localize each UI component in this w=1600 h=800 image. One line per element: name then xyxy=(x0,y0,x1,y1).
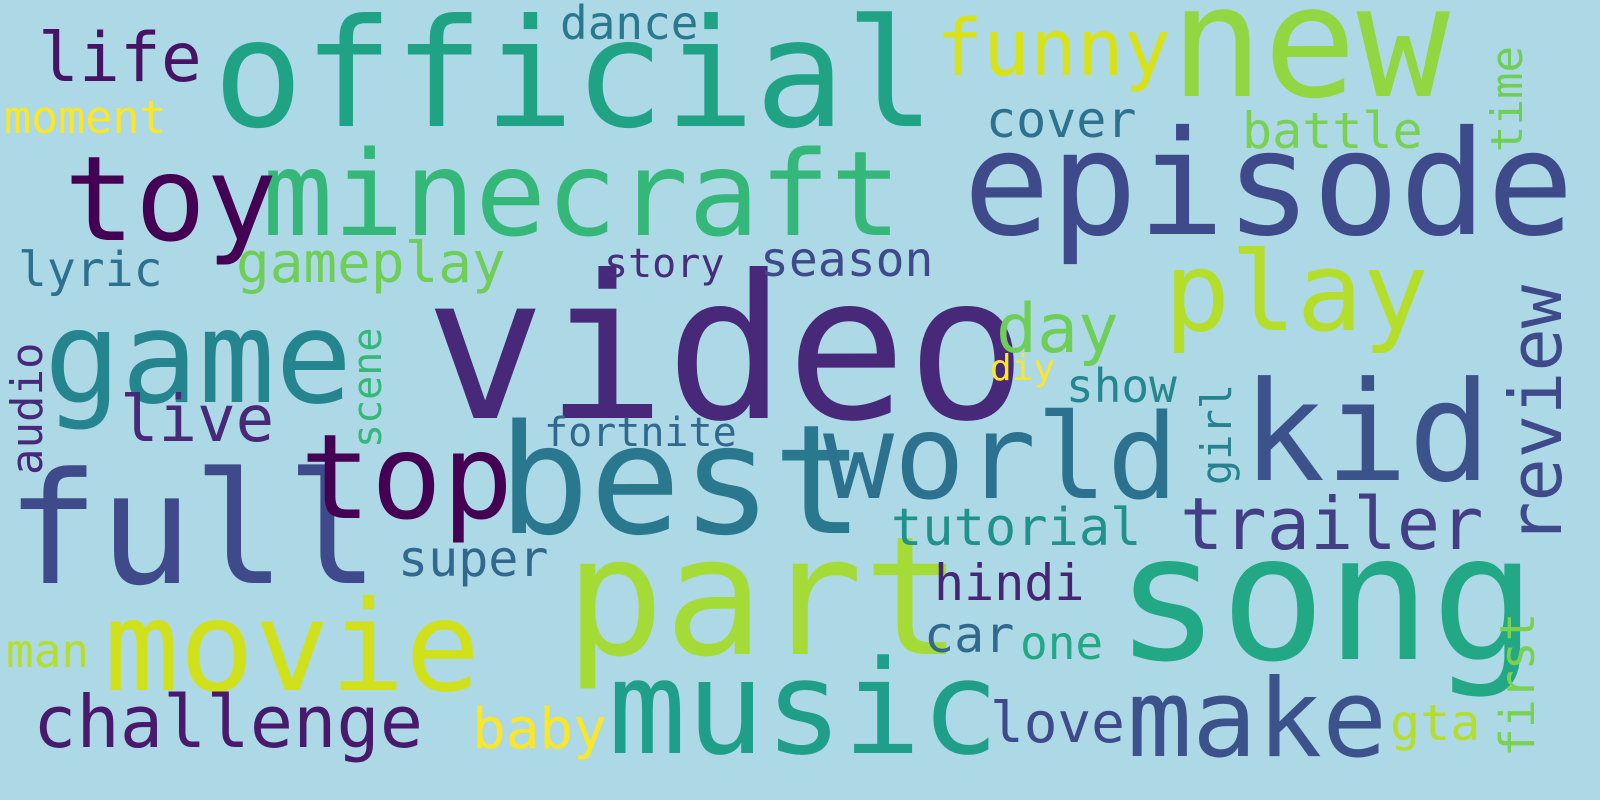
word-dance: dance xyxy=(560,0,699,50)
word-time: time xyxy=(1482,46,1533,152)
word-best: best xyxy=(498,392,865,569)
word-lyric: lyric xyxy=(18,242,163,298)
word-song: song xyxy=(1115,498,1537,701)
word-episode: episode xyxy=(963,100,1575,269)
word-first: first xyxy=(1490,612,1546,758)
word-show: show xyxy=(1066,359,1177,413)
word-fortnite: fortnite xyxy=(544,410,737,456)
word-tutorial: tutorial xyxy=(891,498,1142,558)
word-gta: gta xyxy=(1390,694,1481,752)
word-moment: moment xyxy=(4,91,167,144)
word-review: review xyxy=(1494,284,1578,545)
word-scene: scene xyxy=(345,327,391,448)
word-super: super xyxy=(398,530,549,588)
word-challenge: challenge xyxy=(33,680,424,764)
word-car: car xyxy=(924,606,1015,664)
word-one: one xyxy=(1020,616,1104,670)
word-play: play xyxy=(1164,228,1429,356)
word-make: make xyxy=(1127,657,1388,782)
word-story: story xyxy=(604,241,725,287)
word-life: life xyxy=(38,19,202,98)
word-season: season xyxy=(760,232,934,288)
word-live: live xyxy=(120,383,275,457)
word-day: day xyxy=(996,290,1119,369)
word-baby: baby xyxy=(472,697,607,762)
word-diy: diy xyxy=(990,348,1056,389)
word-full: full xyxy=(6,439,380,620)
word-world: world xyxy=(823,388,1179,526)
word-toy: toy xyxy=(64,130,278,268)
word-video: video xyxy=(425,233,1028,466)
word-official: official xyxy=(213,0,936,162)
word-music: music xyxy=(608,632,1000,784)
word-funny: funny xyxy=(936,4,1171,94)
word-man: man xyxy=(6,624,90,678)
word-minecraft: minecraft xyxy=(262,125,902,263)
word-cover: cover xyxy=(986,91,1137,149)
word-girl: girl xyxy=(1192,383,1241,485)
word-trailer: trailer xyxy=(1180,482,1484,566)
word-movie: movie xyxy=(104,575,481,720)
word-part: part xyxy=(565,501,963,693)
word-battle: battle xyxy=(1242,102,1423,160)
word-kid: kid xyxy=(1242,352,1492,513)
word-love: love xyxy=(990,691,1125,756)
word-new: new xyxy=(1170,0,1450,133)
word-game: game xyxy=(44,284,353,433)
word-top: top xyxy=(300,408,514,546)
word-hindi: hindi xyxy=(934,554,1085,612)
word-gameplay: gameplay xyxy=(236,231,506,296)
word-audio: audio xyxy=(2,342,53,475)
